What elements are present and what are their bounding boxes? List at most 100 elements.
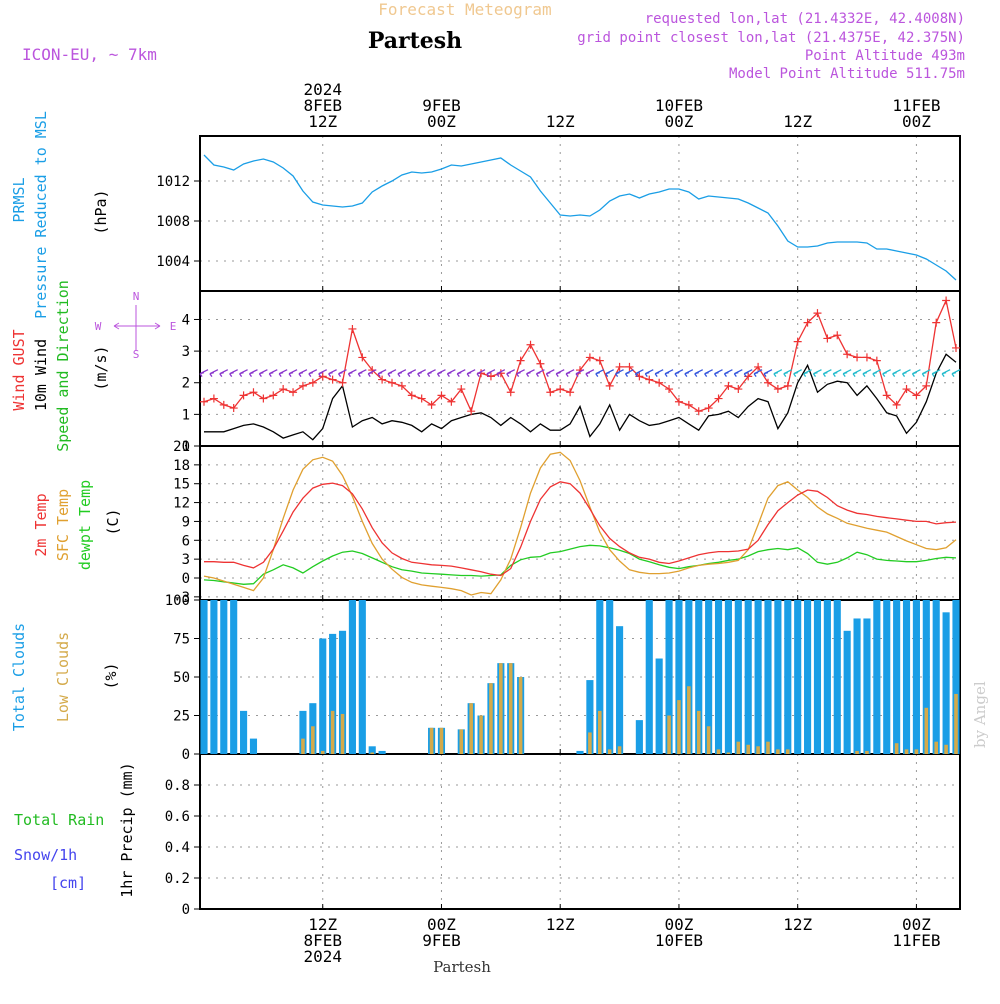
low-clouds-bar [865,750,869,754]
wind-direction-arrow [565,369,575,378]
wind-direction-arrow [199,369,209,378]
wind-direction-arrow [783,369,793,378]
total-clouds-bar [705,600,713,754]
wind-direction-arrow [901,369,911,378]
wind-direction-arrow [674,369,684,378]
total-clouds-bar [932,600,940,754]
wind-direction-arrow [446,369,456,378]
wind-gust-marker [526,340,535,349]
low-clouds-bar [370,752,374,754]
low-clouds-bar [736,741,741,754]
low-clouds-bar [944,744,948,754]
panel-frame [199,753,961,910]
low-clouds-bar [716,749,721,754]
compass-n: N [133,290,140,303]
total-clouds-bar [724,600,732,754]
wind-10m-label: 10m Wind [32,339,50,411]
sfc-temp-label: SFC Temp [54,489,72,561]
top-time-label: 8FEB [303,96,342,115]
total-clouds-bar [942,612,950,754]
wind-gust-marker [556,385,565,394]
low-clouds-bar [479,715,483,754]
wind-direction-arrow [516,369,525,378]
low-clouds-bar [429,727,434,754]
model-altitude: Model Point Altitude 511.75m [729,66,965,82]
wind-direction-arrow [872,369,882,378]
low-clouds-bar [726,752,731,754]
total-clouds-bar [616,626,624,754]
wind-gust-marker [516,356,525,365]
wind-gust-marker [714,394,723,403]
temp-2m-label: 2m Temp [32,493,50,556]
low-clouds-bar [459,729,464,754]
total-clouds-bar [902,600,911,754]
wind-direction-arrow [328,369,337,378]
wind-gust-marker [279,385,288,394]
wind-dir-label: Speed and Direction [54,280,72,452]
low-clouds-bar [914,749,919,754]
top-time-label: 00Z [664,112,693,131]
wind-direction-arrow [812,369,822,378]
wind-gust-marker [407,391,416,400]
wind-direction-arrow [803,369,812,378]
wind-direction-arrow [555,369,565,378]
wind-direction-arrow [506,369,516,378]
y-tick-label: 12 [173,496,190,512]
wind-gust-marker [833,331,842,340]
low-clouds-bar [746,744,750,754]
y-tick-label: 1008 [156,214,190,230]
y-tick-label: 0 [182,902,190,918]
rain-legend: Total Rain [14,811,104,829]
wind-direction-arrow [822,369,832,378]
wind-gust-marker [308,378,317,387]
top-time-label: 00Z [427,112,456,131]
bottom-time-label: 11FEB [892,931,940,950]
wind-gust-marker [219,400,228,409]
wind-gust-marker [912,391,921,400]
y-tick-label: 1012 [156,174,190,190]
y-tick-label: 0.8 [165,778,190,794]
requested-coords: requested lon,lat (21.4332E, 42.4008N) [645,11,965,27]
wind-gust-marker [793,337,802,346]
wind-direction-arrow [624,369,634,378]
top-time-label: 00Z [902,112,931,131]
wind-gust-marker [803,318,812,327]
total-clouds-bar [893,600,901,754]
bottom-time-label: 2024 [303,947,342,966]
wind-direction-arrow [525,369,535,378]
low-clouds-bar [330,710,335,754]
wind-direction-arrow [842,369,852,378]
footer-location: Partesh [433,958,491,976]
temp-unit: (C) [104,508,122,535]
wind-direction-arrow [892,369,901,378]
total-clouds-bar [714,600,723,754]
wind-direction-arrow [347,369,357,378]
wind-direction-arrow [733,369,743,378]
bottom-time-label: 10FEB [655,931,703,950]
wind-gust-marker [506,388,515,397]
low-clouds-bar [855,750,859,754]
low-clouds-bar [301,738,305,754]
wind-direction-arrow [575,369,585,378]
total-clouds-bar [685,600,693,754]
wind-direction-arrow [862,369,872,378]
wind-direction-arrow [417,369,426,378]
top-time-label: 9FEB [422,96,461,115]
wind-direction-arrow [337,369,347,378]
wind-gust-marker [625,362,634,371]
wind-gust-marker [645,375,654,384]
wind-gust-marker [674,397,683,406]
total-clouds-bar [210,600,218,754]
wind-gust-marker [378,375,387,384]
wind-gust-marker [457,385,466,394]
wind-direction-arrow [713,369,723,378]
wind-direction-arrow [694,369,704,378]
wind-gust-marker [684,400,693,409]
wind-gust-marker [892,400,901,409]
wind-gust-marker [338,378,347,387]
total-clouds-bar [952,600,960,754]
wind-direction-arrow [456,369,466,378]
total-clouds-bar [249,738,258,754]
low-clouds-bar [340,713,345,754]
